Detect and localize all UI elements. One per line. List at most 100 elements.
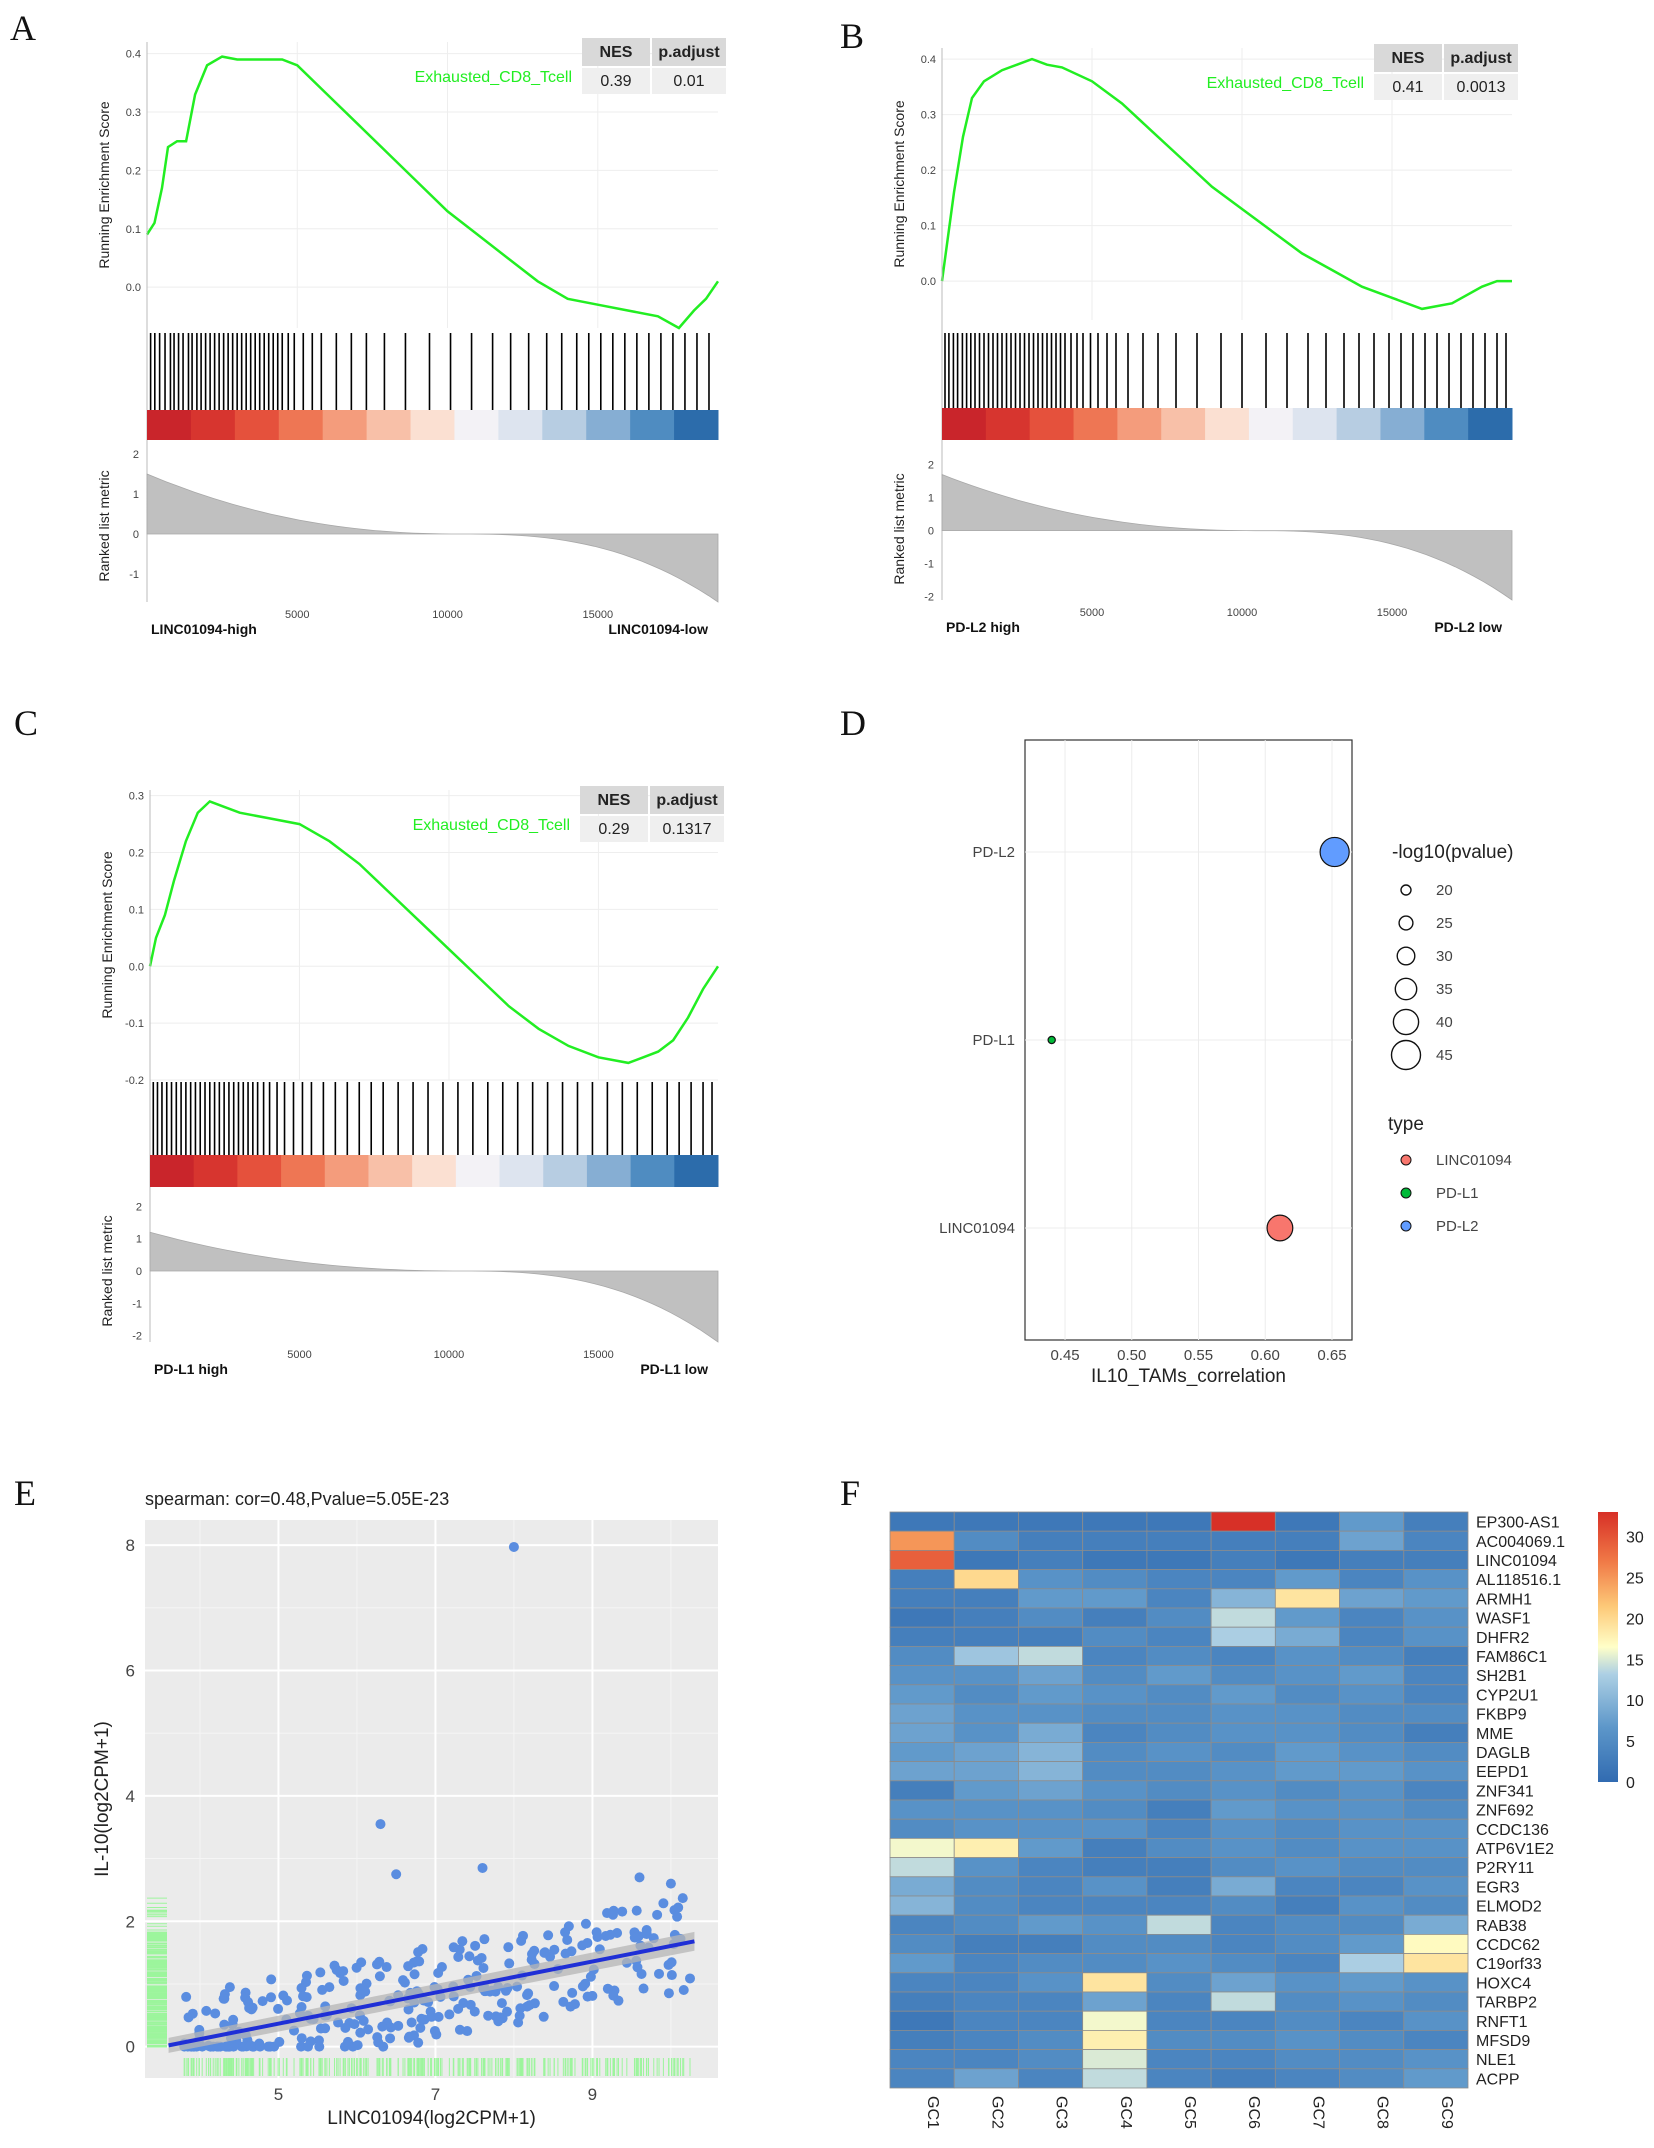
heatmap-cell (1018, 2030, 1084, 2051)
heatmap-cell (1210, 1569, 1276, 1590)
row-label: P2RY11 (1476, 1860, 1534, 1877)
data-point (515, 2003, 526, 2014)
heatmap-cell (1146, 1742, 1212, 1763)
data-point (666, 1970, 677, 1981)
heatmap-cell (1146, 1607, 1212, 1628)
panel-letter-e: E (14, 1473, 36, 1513)
table-value-cell (650, 816, 724, 842)
panel-letter-a: A (10, 8, 36, 48)
heatmap-cell (1146, 1511, 1212, 1532)
data-point (678, 1984, 689, 1995)
scatter-plot-e: 5 7 9 0 2 4 6 8 spearman: cor=0.48,Pvalue=5.05E-… (92, 1489, 718, 2129)
heatmap-cell (1339, 1742, 1405, 1763)
heatmap-cell (889, 1703, 955, 1724)
heatmap-cell (1018, 1722, 1084, 1743)
y-tick-label: 0.0 (126, 282, 141, 294)
heatmap-cell (953, 2010, 1019, 2031)
table-header: NES (600, 44, 633, 61)
heatmap-cell (889, 1722, 955, 1743)
rank-tick-label: -2 (132, 1331, 142, 1343)
rank-heat-segment (366, 410, 412, 440)
data-point (587, 1990, 598, 2001)
heatmap-cell (1146, 1626, 1212, 1647)
heatmap-cell (1146, 2068, 1212, 2089)
column-label: GC1 (924, 2096, 941, 2129)
heatmap-cell (1210, 2010, 1276, 2031)
heatmap-cell (889, 1972, 955, 1993)
rank-tick-label: 0 (133, 529, 139, 541)
heatmap-cell (1146, 2010, 1212, 2031)
row-label: MME (1476, 1726, 1513, 1743)
heatmap-cell (953, 1838, 1019, 1859)
data-point (398, 1975, 409, 1986)
data-point (301, 1970, 312, 1981)
heatmap-cell (1082, 1530, 1148, 1551)
data-point (585, 1971, 596, 1982)
heatmap-cell (1082, 1780, 1148, 1801)
legend-tick-label: 10 (1626, 1693, 1644, 1710)
data-point (673, 1902, 684, 1913)
legend-tick-label: 15 (1626, 1652, 1644, 1669)
rank-heat-segment (1205, 408, 1250, 440)
heatmap-cell (1339, 1530, 1405, 1551)
heatmap-cell (1210, 1646, 1276, 1667)
heatmap-cell (1339, 1703, 1405, 1724)
x-label-right: PD-L1 low (640, 1361, 708, 1377)
data-point (457, 1936, 468, 1947)
panel-letter-f: F (840, 1473, 860, 1513)
heatmap-cell (1210, 2068, 1276, 2089)
heatmap-cell (1210, 1972, 1276, 1993)
heatmap-cell (1082, 1511, 1148, 1532)
gsea-plot-a: 0.4 0.3 0.2 0.1 0.0 Running Enrichment Score E… (96, 38, 726, 637)
rank-heat-segment (1029, 408, 1075, 440)
row-label: NLE1 (1476, 2052, 1516, 2069)
data-point (340, 2022, 351, 2033)
heatmap-cell (1018, 1530, 1084, 1551)
y-tick-label: 0.2 (126, 165, 141, 177)
row-label: RNFT1 (1476, 2014, 1528, 2031)
rank-heat-segment (630, 1155, 675, 1187)
heatmap-cell (1210, 1550, 1276, 1571)
rank-heat-segment (942, 408, 987, 440)
table-header: p.adjust (658, 44, 720, 61)
data-point (425, 2006, 436, 2017)
data-point (224, 1982, 235, 1993)
heatmap-cell (1146, 1914, 1212, 1935)
heatmap-cell (1082, 1799, 1148, 1820)
rank-heat-segment (1117, 408, 1162, 440)
data-point (549, 1981, 560, 1992)
heatmap-cell (1018, 1684, 1084, 1705)
rank-heat-segment (281, 1155, 326, 1187)
data-point (632, 1962, 643, 1973)
data-point (403, 2004, 414, 2015)
heatmap-cell (889, 2030, 955, 2051)
data-point (429, 2025, 440, 2036)
heatmap-cell (1339, 1626, 1405, 1647)
size-legend-circle (1400, 884, 1412, 896)
heatmap-cell (1403, 1991, 1469, 2012)
data-point (543, 1930, 554, 1941)
table-value: 0.0013 (1457, 79, 1506, 96)
heatmap-cell (1210, 1665, 1276, 1686)
table-header-cell (580, 786, 648, 814)
heatmap-cell (1082, 1895, 1148, 1916)
heatmap-cell (1146, 1972, 1212, 1993)
heatmap-cell (1403, 1838, 1469, 1859)
data-point (658, 1898, 669, 1909)
heatmap-cell (1403, 1646, 1469, 1667)
heatmap-cell (1274, 2068, 1340, 2089)
data-point (355, 2027, 366, 2038)
heatmap-cell (1403, 1934, 1469, 1955)
row-label: DAGLB (1476, 1745, 1530, 1762)
heatmap-cell (1082, 1818, 1148, 1839)
data-point (490, 2011, 501, 2022)
heatmap-cell (1210, 1818, 1276, 1839)
heatmap-cell (1082, 1722, 1148, 1743)
heatmap-cell (1274, 1838, 1340, 1859)
heatmap-cell (1403, 1588, 1469, 1609)
rank-heat-segment (455, 1155, 501, 1187)
rank-heat-segment (1161, 408, 1206, 440)
heatmap-cell (1082, 1742, 1148, 1763)
heatmap-cell (1274, 1569, 1340, 1590)
heatmap-cell (1018, 1665, 1084, 1686)
